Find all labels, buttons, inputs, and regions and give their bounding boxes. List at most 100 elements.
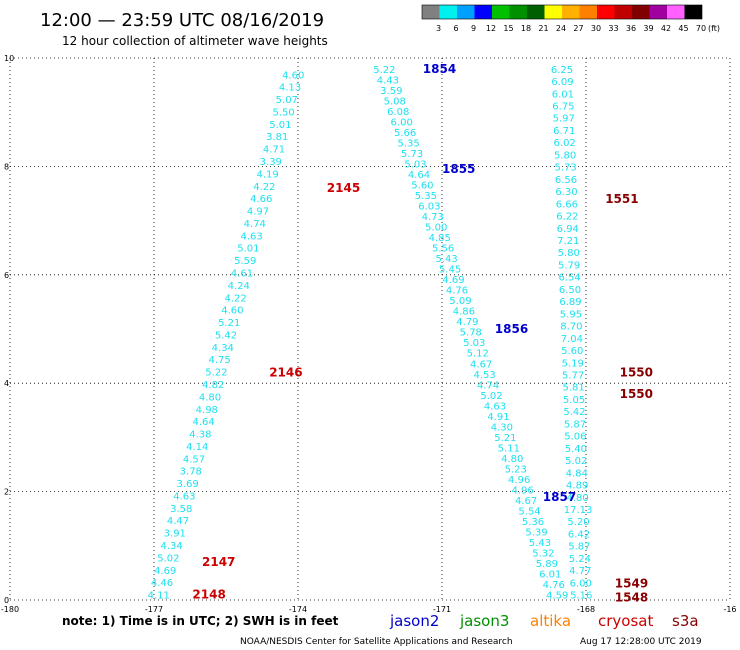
wave-height-label: 6.03 <box>418 202 440 213</box>
satellite-legend-item: cryosat <box>598 612 653 630</box>
wave-height-label: 5.60 <box>411 181 433 192</box>
scale-label: 33 <box>608 24 618 33</box>
wave-height-label: 5.11 <box>498 443 520 454</box>
y-tick-label: 4 <box>4 379 9 388</box>
satellite-legend-item: s3a <box>672 612 699 630</box>
scale-swatch <box>614 5 632 19</box>
wave-height-label: 3.91 <box>164 529 186 540</box>
wave-height-label: 5.95 <box>560 309 582 320</box>
wave-height-label: 5.59 <box>234 256 256 267</box>
wave-height-label: 5.56 <box>432 244 454 255</box>
wave-height-label: 5.80 <box>554 150 576 161</box>
pass-number-label: 1857 <box>543 490 576 504</box>
scale-label: 3 <box>436 24 441 33</box>
wave-height-label: 5.35 <box>397 138 419 149</box>
scale-label: 39 <box>643 24 653 33</box>
satellite-legend: jason2 jason3 altika cryosat s3a <box>389 612 699 630</box>
wave-height-label: 6.71 <box>553 126 575 137</box>
pass-labels: 1854 1855 1856 1857 2145 2146 2147 2148 1551 1550… <box>192 62 653 604</box>
wave-height-label: 4.79 <box>456 317 478 328</box>
wave-height-label: 3.78 <box>180 467 202 478</box>
wave-height-label: 6.25 <box>551 65 573 76</box>
scale-swatch <box>422 5 440 19</box>
wave-height-label: 4.19 <box>256 169 278 180</box>
scale-label: 9 <box>471 24 476 33</box>
scale-unit: (ft) <box>708 24 720 33</box>
wave-height-label: 4.67 <box>470 359 492 370</box>
y-tick-label: 8 <box>4 162 9 171</box>
wave-height-label: 6.94 <box>557 224 579 235</box>
wave-height-label: 5.21 <box>494 433 516 444</box>
scale-swatch <box>527 5 545 19</box>
wave-height-label: 7.21 <box>557 236 579 247</box>
wave-height-label: 5.42 <box>563 407 585 418</box>
scale-swatch <box>457 5 475 19</box>
wave-height-label: 4.13 <box>279 83 301 94</box>
wave-height-label: 5.16 <box>570 591 592 602</box>
wave-height-label: 5.00 <box>425 223 447 234</box>
wave-height-label: 5.89 <box>536 559 558 570</box>
x-tick-label: -180 <box>1 605 19 614</box>
scale-label: 27 <box>573 24 583 33</box>
scale-label: 18 <box>521 24 531 33</box>
wave-height-label: 5.97 <box>553 114 575 125</box>
wave-height-label: 6.54 <box>558 273 580 284</box>
pass-number-label: 1855 <box>442 162 475 176</box>
wave-height-label: 5.07 <box>276 95 298 106</box>
wave-height-label: 4.47 <box>167 516 189 527</box>
wave-height-label: 5.22 <box>373 65 395 76</box>
wave-height-label: 4.64 <box>408 170 430 181</box>
scale-label: 12 <box>486 24 496 33</box>
wave-height-label: 5.79 <box>558 260 580 271</box>
wave-height-label: 4.98 <box>196 405 218 416</box>
wave-height-label: 4.38 <box>189 430 211 441</box>
wave-height-label: 5.35 <box>415 191 437 202</box>
wave-height-label: 5.80 <box>558 248 580 259</box>
wave-height-label: 5.03 <box>404 159 426 170</box>
wave-height-label: 4.22 <box>224 293 246 304</box>
wave-height-label: 4.77 <box>569 566 591 577</box>
pass-number-label: 1551 <box>605 192 638 206</box>
wave-height-label: 5.73 <box>401 149 423 160</box>
wave-height-label: 4.69 <box>154 566 176 577</box>
wave-height-label: 4.61 <box>231 268 253 279</box>
wave-height-label: 5.24 <box>569 554 591 565</box>
wave-height-label: 5.77 <box>562 371 584 382</box>
wave-height-label: 4.53 <box>473 370 495 381</box>
wave-height-label: 4.64 <box>192 417 214 428</box>
chart-title: 12:00 — 23:59 UTC 08/16/2019 <box>40 10 324 31</box>
scale-frame <box>421 4 703 20</box>
wave-height-label: 6.42 <box>568 529 590 540</box>
wave-height-label: 4.82 <box>202 380 224 391</box>
scale-label: 45 <box>678 24 688 33</box>
scale-label: 15 <box>503 24 513 33</box>
wave-height-label: 4.80 <box>199 392 221 403</box>
scale-swatch <box>579 5 597 19</box>
wave-height-label: 5.02 <box>480 391 502 402</box>
y-tick-label: 2 <box>4 488 9 497</box>
wave-height-label: 4.24 <box>228 281 250 292</box>
satellite-legend-item: jason3 <box>459 612 509 630</box>
wave-height-label: 5.01 <box>237 244 259 255</box>
wave-height-label: 5.45 <box>439 265 461 276</box>
wave-height-label: 5.32 <box>532 549 554 560</box>
wave-height-label: 6.00 <box>570 578 592 589</box>
wave-height-label: 8.70 <box>560 322 582 333</box>
wave-height-label: 5.20 <box>567 517 589 528</box>
scale-swatch <box>632 5 650 19</box>
scale-label: 70 <box>696 24 706 33</box>
scale-swatch <box>439 5 457 19</box>
y-tick-label: 0 <box>4 596 9 605</box>
axis-ticks: -180 -177 -174 -171 -168 -16 0 2 4 6 8 10 <box>1 54 737 614</box>
grid <box>9 57 731 601</box>
wave-height-label: 5.73 <box>554 163 576 174</box>
scale-label: 6 <box>453 24 458 33</box>
footer-credit: NOAA/NESDIS Center for Satellite Applica… <box>240 637 513 647</box>
color-scale: 3 6 9 12 15 18 21 24 27 30 33 36 39 42 45 70 (ft) <box>421 4 720 33</box>
wave-height-label: 4.60 <box>282 70 304 81</box>
wave-height-label: 3.81 <box>266 132 288 143</box>
wave-height-label: 5.54 <box>518 506 540 517</box>
wave-height-label: 5.78 <box>460 328 482 339</box>
pass-number-label: 2145 <box>327 181 360 195</box>
